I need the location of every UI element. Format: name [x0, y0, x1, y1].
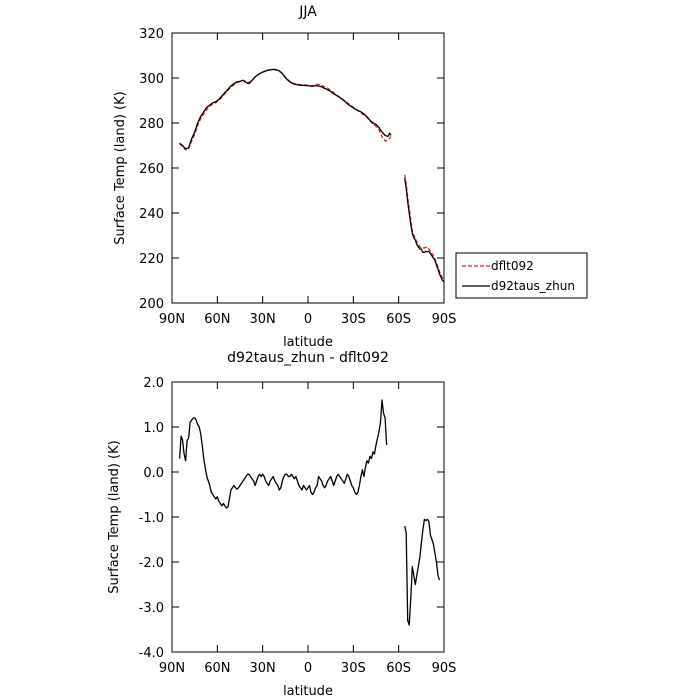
- y-tick-label: -1.0: [139, 511, 164, 526]
- chart-title: JJA: [298, 4, 317, 20]
- x-tick-label: 90S: [432, 661, 457, 676]
- y-axis-title: Surface Temp (land) (K): [113, 91, 128, 244]
- x-tick-label: 90S: [432, 312, 457, 327]
- legend-label-d92taus-zhun: d92taus_zhun: [491, 279, 575, 293]
- y-axis-title: Surface Temp (land) (K): [107, 440, 122, 593]
- x-tick-label: 90N: [159, 661, 185, 676]
- y-tick-label: -2.0: [139, 556, 164, 571]
- x-tick-label: 30S: [341, 312, 366, 327]
- legend-label-dflt092: dflt092: [491, 259, 534, 273]
- temperature-chart: JJA 90N 60N 30N 0 30S 60S 90S 200 220 240 260 280 3…: [113, 4, 588, 350]
- y-tick-label: -3.0: [139, 601, 164, 616]
- x-tick-label: 30S: [341, 661, 366, 676]
- series-line-1: [179, 68, 392, 150]
- legend: dflt092 d92taus_zhun: [455, 252, 588, 299]
- x-tick-label: 30N: [250, 312, 276, 327]
- difference-chart: d92taus_zhun - dflt092 90N 60N 30N 0 30S 60S 9…: [107, 350, 456, 699]
- x-tick-label: 60S: [386, 661, 411, 676]
- y-tick-label: 260: [139, 162, 164, 177]
- series-line-0: [404, 174, 445, 281]
- y-tick-label: 1.0: [143, 421, 164, 436]
- y-tick-label: -4.0: [139, 646, 164, 661]
- y-tick-label: 2.0: [143, 376, 164, 391]
- x-axis: 90N 60N 30N 0 30S 60S 90S: [159, 382, 457, 676]
- plot-lines: [179, 68, 445, 283]
- x-tick-label: 0: [304, 312, 312, 327]
- series-line-0: [404, 518, 441, 626]
- chart-title: d92taus_zhun - dflt092: [227, 350, 389, 366]
- y-tick-label: 320: [139, 27, 164, 42]
- legend-box: [455, 252, 588, 299]
- x-axis-title: latitude: [283, 684, 333, 699]
- y-tick-label: 200: [139, 297, 164, 312]
- x-tick-label: 60N: [204, 661, 230, 676]
- y-tick-label: 220: [139, 252, 164, 267]
- x-tick-label: 60N: [204, 312, 230, 327]
- y-tick-label: 0.0: [143, 466, 164, 481]
- plot-lines: [178, 399, 441, 626]
- x-tick-label: 30N: [250, 661, 276, 676]
- series-line-0: [179, 68, 392, 151]
- y-tick-label: 280: [139, 117, 164, 132]
- series-line-0: [178, 399, 388, 509]
- y-tick-label: 300: [139, 72, 164, 87]
- y-tick-label: 240: [139, 207, 164, 222]
- x-tick-label: 90N: [159, 312, 185, 327]
- x-axis-title: latitude: [283, 335, 333, 350]
- y-axis: -4.0 -3.0 -2.0 -1.0 0.0 1.0 2.0: [139, 376, 444, 661]
- y-axis: 200 220 240 260 280 300 320: [139, 27, 444, 312]
- x-axis: 90N 60N 30N 0 30S 60S 90S: [159, 33, 457, 327]
- x-tick-label: 0: [304, 661, 312, 676]
- series-line-1: [404, 178, 445, 283]
- plot-frame: [171, 32, 445, 304]
- x-tick-label: 60S: [386, 312, 411, 327]
- plot-frame: [171, 381, 445, 653]
